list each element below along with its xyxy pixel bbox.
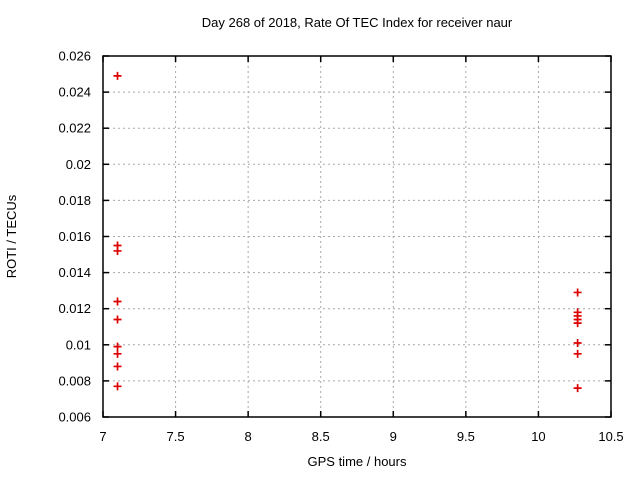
y-tick-label: 0.008	[58, 373, 91, 388]
x-tick-label: 9	[390, 429, 397, 444]
x-axis-label: GPS time / hours	[308, 454, 407, 469]
y-tick-label: 0.01	[66, 337, 91, 352]
y-tick-label: 0.006	[58, 410, 91, 425]
data-point-marker	[113, 362, 122, 371]
data-point-marker	[113, 246, 122, 255]
x-tick-label: 7.5	[167, 429, 185, 444]
tick-marks-layer	[102, 55, 612, 418]
data-point-marker	[113, 349, 122, 358]
y-tick-label: 0.022	[58, 121, 91, 136]
y-tick-label: 0.024	[58, 85, 91, 100]
data-point-marker	[113, 297, 122, 306]
data-point-marker	[573, 384, 582, 393]
data-point-marker	[573, 319, 582, 328]
x-tick-label: 9.5	[457, 429, 475, 444]
y-axis-label: ROTI / TECUs	[4, 194, 19, 278]
x-tick-label: 7	[99, 429, 106, 444]
y-tick-label: 0.016	[58, 229, 91, 244]
data-point-marker	[573, 288, 582, 297]
x-tick-label: 10	[531, 429, 545, 444]
data-point-marker	[573, 349, 582, 358]
data-point-marker	[113, 382, 122, 391]
y-tick-label: 0.012	[58, 301, 91, 316]
y-tick-label: 0.02	[66, 157, 91, 172]
x-tick-label: 8	[245, 429, 252, 444]
data-points-layer	[113, 71, 582, 393]
tick-labels-layer: 7 7.5 8 8.5 9 9.5 10 10.5 0.006 0.008 0.01 0.012 0.0…	[58, 49, 623, 445]
y-tick-label: 0.018	[58, 193, 91, 208]
data-point-marker	[113, 342, 122, 351]
y-tick-label: 0.014	[58, 265, 91, 280]
x-tick-label: 8.5	[312, 429, 330, 444]
data-point-marker	[113, 71, 122, 80]
data-point-marker	[113, 315, 122, 324]
x-tick-label: 10.5	[598, 429, 623, 444]
gridlines-layer	[103, 56, 611, 417]
chart-title: Day 268 of 2018, Rate Of TEC Index for r…	[202, 15, 513, 30]
data-point-marker	[573, 338, 582, 347]
y-tick-label: 0.026	[58, 49, 91, 64]
